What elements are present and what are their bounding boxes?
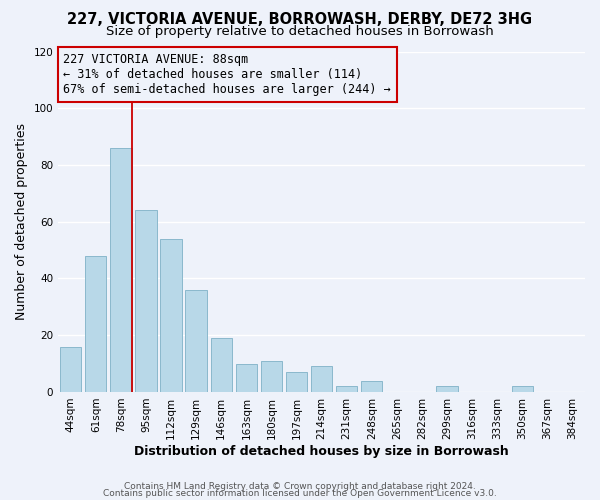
X-axis label: Distribution of detached houses by size in Borrowash: Distribution of detached houses by size … [134,444,509,458]
Bar [60,346,82,392]
Bar [211,338,232,392]
Y-axis label: Number of detached properties: Number of detached properties [15,123,28,320]
Bar [160,239,182,392]
Bar [436,386,458,392]
Bar [286,372,307,392]
Text: Size of property relative to detached houses in Borrowash: Size of property relative to detached ho… [106,25,494,38]
Bar [336,386,358,392]
Bar [185,290,207,392]
Text: Contains HM Land Registry data © Crown copyright and database right 2024.: Contains HM Land Registry data © Crown c… [124,482,476,491]
Bar [311,366,332,392]
Text: 227, VICTORIA AVENUE, BORROWASH, DERBY, DE72 3HG: 227, VICTORIA AVENUE, BORROWASH, DERBY, … [67,12,533,28]
Bar [110,148,131,392]
Bar [236,364,257,392]
Bar [136,210,157,392]
Text: 227 VICTORIA AVENUE: 88sqm
← 31% of detached houses are smaller (114)
67% of sem: 227 VICTORIA AVENUE: 88sqm ← 31% of deta… [64,53,391,96]
Text: Contains public sector information licensed under the Open Government Licence v3: Contains public sector information licen… [103,489,497,498]
Bar [85,256,106,392]
Bar [261,360,282,392]
Bar [361,380,382,392]
Bar [512,386,533,392]
